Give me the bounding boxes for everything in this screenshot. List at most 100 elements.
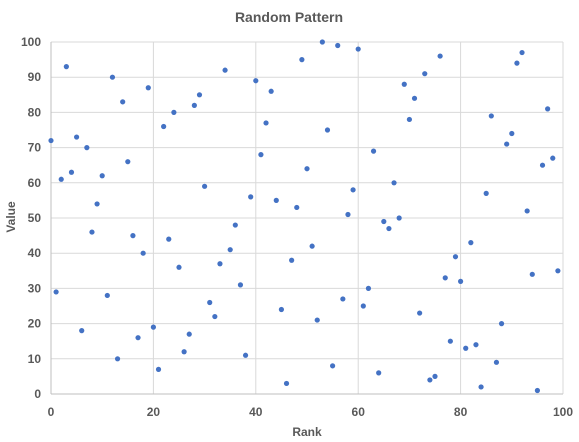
data-point [442, 275, 448, 281]
data-point [550, 155, 556, 161]
y-tick-label: 40 [28, 246, 42, 260]
data-point [304, 166, 310, 172]
data-point [319, 39, 325, 45]
data-point [155, 366, 162, 372]
data-point [299, 57, 305, 63]
data-point [135, 335, 141, 341]
chart-title: Random Pattern [235, 9, 343, 25]
data-point [63, 64, 69, 70]
data-point [458, 278, 464, 284]
data-point [109, 74, 116, 80]
data-point [79, 328, 85, 334]
data-point [488, 113, 494, 119]
data-point [140, 250, 146, 256]
data-point [463, 345, 469, 351]
data-point [68, 169, 75, 175]
data-point [468, 240, 474, 246]
data-point [207, 299, 213, 306]
y-axis-title: Value [4, 201, 18, 233]
data-point [314, 317, 320, 323]
tick-labels: 0 10 20 30 40 50 60 70 80 90 100 0 20 40 60 80 100 [21, 35, 573, 419]
data-point [58, 176, 64, 182]
data-point [114, 356, 121, 362]
data-point [432, 373, 438, 379]
data-point [84, 145, 90, 151]
data-point [191, 102, 197, 108]
data-point [529, 271, 535, 277]
data-point [417, 310, 423, 316]
data-point [202, 183, 208, 189]
x-tick-label: 40 [249, 405, 263, 419]
data-point [145, 85, 151, 91]
data-point [493, 359, 500, 365]
data-point [324, 127, 331, 133]
data-point [401, 81, 407, 87]
y-tick-label: 50 [28, 211, 42, 225]
y-tick-label: 80 [28, 105, 42, 119]
data-point [248, 194, 254, 200]
data-point [360, 303, 366, 309]
data-point [478, 384, 484, 390]
data-point [370, 148, 377, 154]
data-point [125, 159, 131, 165]
data-point [196, 92, 203, 98]
data-point [411, 95, 418, 101]
data-point [263, 120, 269, 126]
y-tick-label: 60 [28, 176, 42, 190]
x-tick-label: 20 [147, 405, 161, 419]
data-point [534, 387, 541, 394]
data-point [473, 342, 479, 348]
data-point [227, 247, 233, 253]
data-point [104, 292, 110, 299]
data-point [391, 180, 397, 186]
data-point [99, 173, 105, 179]
data-point [396, 215, 402, 221]
data-point [130, 233, 136, 239]
data-point [176, 264, 182, 270]
y-tick-label: 10 [28, 352, 42, 366]
data-point [232, 222, 238, 228]
data-point [545, 106, 551, 112]
data-point [340, 296, 346, 302]
y-tick-label: 20 [28, 317, 42, 331]
data-point [422, 71, 428, 77]
data-point [350, 187, 356, 193]
x-axis-title: Rank [292, 425, 322, 439]
data-point [437, 53, 443, 59]
data-point [74, 134, 80, 140]
x-tick-label: 80 [454, 405, 468, 419]
grid-lines [51, 41, 564, 394]
data-point [289, 257, 295, 263]
data-point [161, 123, 167, 130]
data-point [171, 109, 177, 115]
data-point [365, 285, 372, 291]
data-point [355, 46, 361, 52]
data-point [48, 137, 54, 144]
data-point [212, 313, 218, 320]
data-point [335, 42, 341, 49]
data-point [217, 261, 223, 267]
data-point [242, 352, 249, 358]
data-point [222, 67, 228, 73]
data-point [258, 152, 264, 158]
axes [50, 42, 563, 395]
data-point [273, 197, 279, 203]
data-point [186, 331, 192, 337]
data-point [406, 116, 412, 123]
x-tick-label: 60 [352, 405, 366, 419]
x-tick-label: 0 [48, 405, 55, 419]
data-point [447, 338, 453, 344]
data-point [120, 99, 126, 105]
data-point [253, 78, 259, 84]
data-point [268, 88, 274, 94]
data-point [237, 282, 244, 288]
data-point [386, 225, 392, 232]
y-tick-label: 100 [21, 35, 41, 49]
data-point [278, 306, 284, 313]
data-point [514, 60, 520, 66]
data-point [330, 363, 336, 369]
data-point [498, 321, 505, 327]
data-point [150, 324, 156, 330]
data-point [452, 254, 459, 260]
